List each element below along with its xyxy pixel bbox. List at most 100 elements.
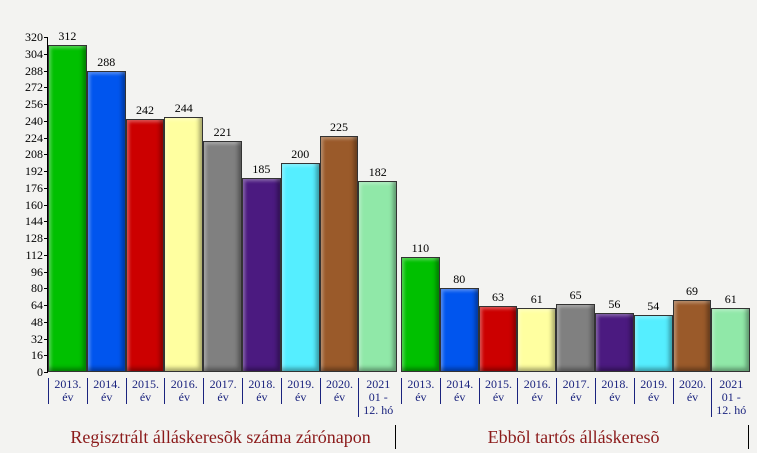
y-tick-label: 192 — [25, 164, 43, 178]
y-tick-label: 0 — [37, 365, 43, 379]
x-tick-label: 2019. év — [280, 378, 320, 404]
y-tick — [44, 305, 48, 306]
bar — [633, 315, 673, 372]
x-tick-label: 2014. év — [439, 378, 479, 404]
x-tick-label: 2019. év — [633, 378, 673, 404]
y-tick — [44, 87, 48, 89]
y-tick — [44, 104, 48, 105]
x-tick-label: 2016. év — [164, 378, 203, 404]
bar — [86, 70, 126, 372]
y-tick-label: 16 — [31, 348, 43, 363]
value-label: 221 — [213, 124, 232, 139]
value-label: 69 — [685, 283, 698, 298]
value-label: 63 — [491, 290, 504, 305]
y-tick-label: 240 — [25, 113, 43, 128]
y-tick — [44, 70, 48, 72]
y-tick-label: 144 — [25, 214, 43, 229]
value-label: 244 — [174, 100, 193, 115]
y-tick-label: 128 — [25, 231, 43, 245]
bar — [280, 162, 320, 372]
x-tick-label: 2018. év — [595, 378, 634, 404]
bar — [672, 299, 712, 372]
y-tick-label: 64 — [31, 298, 43, 312]
x-tick-label: 2017. év — [203, 378, 242, 404]
y-tick — [44, 137, 48, 139]
x-tick-label: 2013. év — [401, 378, 440, 404]
y-tick — [44, 154, 48, 156]
value-label: 61 — [724, 292, 737, 307]
value-label: 61 — [530, 292, 543, 307]
y-tick — [44, 372, 48, 373]
x-tick-label: 2018. év — [242, 378, 281, 404]
group-label: Ebbõl tartós álláskeresõ — [487, 427, 660, 447]
y-tick-label: 112 — [25, 247, 43, 262]
x-tick-label: 2015. év — [478, 378, 518, 404]
value-label: 80 — [453, 272, 466, 287]
x-tick-label: 2015. év — [125, 378, 165, 404]
bar — [517, 308, 557, 372]
value-label: 56 — [608, 297, 621, 312]
y-tick — [44, 238, 48, 239]
y-tick — [44, 288, 48, 290]
y-tick — [44, 53, 48, 55]
bar — [358, 181, 398, 372]
bar — [595, 313, 634, 372]
x-tick-label: 2020. év — [672, 378, 712, 404]
value-label: 225 — [329, 120, 348, 135]
y-tick — [44, 187, 48, 189]
y-tick-label: 256 — [25, 97, 43, 111]
x-tick-label: 2014. év — [86, 378, 126, 404]
y-tick — [44, 355, 48, 357]
x-tick-label: 2021 01 - 12. hó — [358, 378, 397, 417]
y-tick — [44, 120, 48, 122]
y-tick-label: 96 — [31, 264, 43, 279]
y-tick-label: 32 — [31, 331, 43, 346]
y-tick — [44, 221, 48, 223]
y-tick-label: 160 — [25, 197, 43, 212]
value-label: 65 — [569, 287, 582, 302]
y-tick — [44, 37, 48, 38]
bar — [478, 306, 518, 372]
y-tick-label: 224 — [25, 130, 43, 145]
y-tick — [44, 171, 48, 172]
y-tick — [44, 321, 48, 323]
bar — [164, 116, 204, 372]
value-label: 185 — [252, 162, 271, 177]
value-label: 54 — [647, 299, 660, 314]
value-label: 200 — [291, 146, 310, 161]
value-label: 312 — [58, 29, 77, 44]
bar — [401, 256, 440, 372]
x-tick-label: 2013. év — [48, 378, 87, 404]
x-tick-label: 2017. év — [556, 378, 595, 404]
bar — [439, 288, 479, 372]
bar — [556, 303, 595, 372]
x-tick-label: 2020. év — [319, 378, 359, 404]
x-tick-label: 2016. év — [517, 378, 556, 404]
y-tick-label: 320 — [25, 30, 43, 44]
y-tick-label: 80 — [31, 281, 43, 296]
bar — [203, 140, 242, 372]
y-tick-label: 48 — [31, 314, 43, 329]
y-tick — [44, 338, 48, 340]
x-tick-label: 2021 01 - 12. hó — [711, 378, 750, 417]
group-label: Regisztrált álláskeresõk száma zárónapon — [70, 427, 371, 447]
bar — [125, 118, 165, 372]
bar — [242, 178, 281, 372]
bar — [711, 308, 751, 372]
y-tick-label: 304 — [25, 46, 43, 61]
y-tick-label: 272 — [25, 80, 43, 95]
group-separator — [748, 425, 750, 449]
y-tick-label: 288 — [25, 63, 43, 78]
bar — [48, 45, 87, 372]
value-label: 242 — [135, 102, 154, 117]
value-label: 288 — [97, 54, 116, 69]
bar — [319, 136, 359, 372]
y-tick — [44, 271, 48, 273]
y-tick — [44, 254, 48, 256]
y-tick-label: 176 — [25, 180, 43, 195]
y-tick-label: 208 — [25, 147, 43, 162]
y-tick — [44, 204, 48, 206]
value-label: 110 — [411, 240, 430, 255]
group-separator — [395, 425, 397, 449]
